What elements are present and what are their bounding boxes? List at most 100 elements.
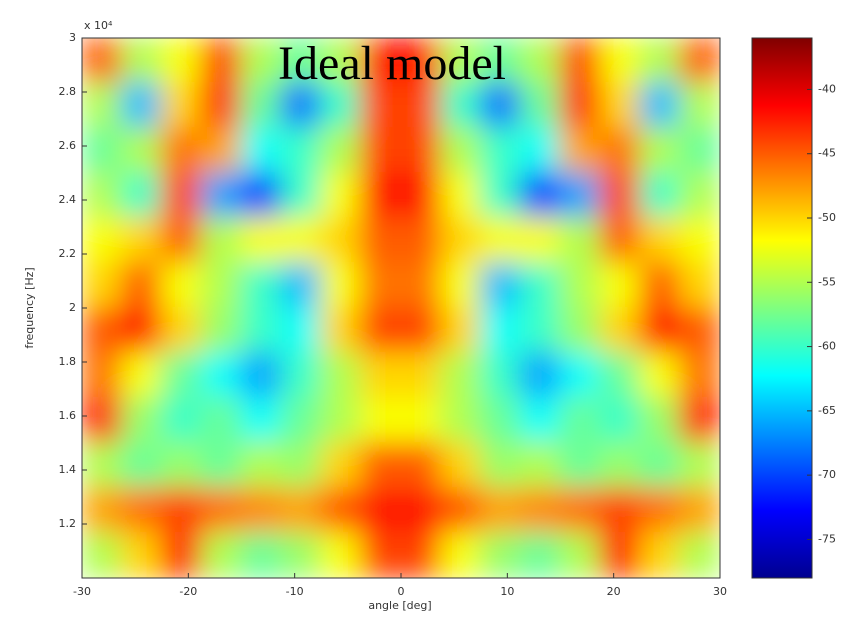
heatmap-cell xyxy=(559,127,602,174)
heatmap-cell xyxy=(400,127,442,174)
heatmap-cell xyxy=(439,217,482,264)
heatmap-cell xyxy=(639,352,682,399)
heatmap-cell xyxy=(320,307,363,354)
colorbar-tick-label: -70 xyxy=(818,468,836,481)
heatmap-cell xyxy=(120,352,163,399)
heatmap-cell xyxy=(160,217,203,264)
heatmap-cell xyxy=(519,262,562,309)
heatmap-cell xyxy=(479,262,522,309)
colorbar-tick-label: -75 xyxy=(818,532,836,545)
heatmap-cell xyxy=(599,172,642,219)
heatmap-cell xyxy=(439,442,482,489)
heatmap-cell xyxy=(200,307,243,354)
heatmap-cell xyxy=(320,442,363,489)
colorbar-tick-label: -45 xyxy=(818,147,836,160)
heatmap-cell xyxy=(439,127,482,174)
heatmap-cell xyxy=(639,172,682,219)
heatmap-cell xyxy=(120,307,163,354)
heatmap-cell xyxy=(479,307,522,354)
heatmap-cell xyxy=(479,352,522,399)
heatmap-cell xyxy=(82,307,123,354)
heatmap-cell xyxy=(439,307,482,354)
heatmap-cell xyxy=(280,397,323,444)
heatmap-cell xyxy=(280,172,323,219)
x-tick-label: 10 xyxy=(500,585,514,598)
heatmap-cell xyxy=(200,352,243,399)
heatmap-cell xyxy=(240,38,283,84)
heatmap-cell xyxy=(559,38,602,84)
heatmap-cell xyxy=(280,127,323,174)
heatmap-cell xyxy=(519,172,562,219)
heatmap-cell xyxy=(200,82,243,129)
heatmap-cell xyxy=(360,127,402,174)
heatmap-cell xyxy=(639,532,682,578)
heatmap-cell xyxy=(160,262,203,309)
x-tick-label: 0 xyxy=(398,585,405,598)
heatmap-cell xyxy=(360,487,402,534)
heatmap-cell xyxy=(160,82,203,129)
heatmap-cell xyxy=(120,127,163,174)
heatmap-cell xyxy=(280,307,323,354)
heatmap-cell xyxy=(160,38,203,84)
heatmap-cell xyxy=(639,217,682,264)
heatmap-cell xyxy=(360,352,402,399)
heatmap-cell xyxy=(280,442,323,489)
heatmap-cell xyxy=(639,307,682,354)
heatmap-cell xyxy=(280,217,323,264)
y-tick-label: 2.4 xyxy=(59,193,77,206)
heatmap-cell xyxy=(320,217,363,264)
heatmap-cell xyxy=(639,442,682,489)
heatmap-cell xyxy=(320,532,363,578)
heatmap-cell xyxy=(519,82,562,129)
heatmap-cell xyxy=(400,532,442,578)
heatmap-cell xyxy=(679,217,720,264)
heatmap-cell xyxy=(519,442,562,489)
heatmap-cell xyxy=(82,262,123,309)
heatmap-cell xyxy=(160,127,203,174)
heatmap-cell xyxy=(400,352,442,399)
heatmap-cell xyxy=(599,397,642,444)
heatmap-cell xyxy=(120,172,163,219)
heatmap-cell xyxy=(439,352,482,399)
heatmap-cell xyxy=(360,442,402,489)
heatmap-cell xyxy=(599,352,642,399)
heatmap-cell xyxy=(559,397,602,444)
heatmap-cell xyxy=(559,217,602,264)
heatmap-cell xyxy=(360,262,402,309)
heatmap-cell xyxy=(639,397,682,444)
heatmap-cell xyxy=(439,38,482,84)
heatmap-cell xyxy=(599,38,642,84)
heatmap-cell xyxy=(479,397,522,444)
colorbar-tick-label: -55 xyxy=(818,275,836,288)
heatmap-cell xyxy=(559,172,602,219)
heatmap-cell xyxy=(120,442,163,489)
colorbar-tick-label: -60 xyxy=(818,340,836,353)
heatmap-cell xyxy=(400,487,442,534)
heatmap-cell xyxy=(82,397,123,444)
heatmap-cell xyxy=(679,352,720,399)
heatmap-cell xyxy=(320,127,363,174)
heatmap-cell xyxy=(639,487,682,534)
x-tick-label: 20 xyxy=(607,585,621,598)
heatmap-cell xyxy=(320,487,363,534)
heatmap-cell xyxy=(200,262,243,309)
heatmap-cell xyxy=(519,307,562,354)
heatmap-cell xyxy=(320,352,363,399)
heatmap-cell xyxy=(400,172,442,219)
heatmap-cell xyxy=(160,442,203,489)
heatmap-cell xyxy=(160,397,203,444)
heatmap-cell xyxy=(679,307,720,354)
y-tick-label: 2.2 xyxy=(59,247,77,260)
heatmap-cell xyxy=(82,38,123,84)
heatmap-cell xyxy=(240,172,283,219)
heatmap-cell xyxy=(240,217,283,264)
heatmap-cell xyxy=(120,262,163,309)
y-axis-label: frequency [Hz] xyxy=(23,267,36,348)
heatmap-cell xyxy=(120,487,163,534)
heatmap-cell xyxy=(82,487,123,534)
heatmap-cell xyxy=(639,82,682,129)
heatmap-cell xyxy=(320,262,363,309)
heatmap-cell xyxy=(82,82,123,129)
y-tick-label: 3 xyxy=(69,31,76,44)
